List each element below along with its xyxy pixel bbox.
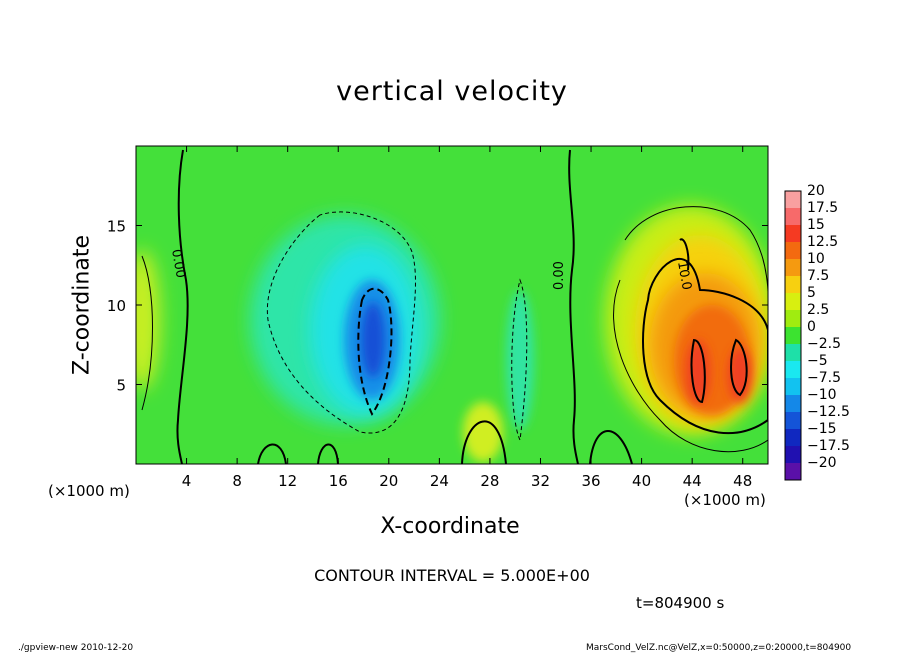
x-tick-label: 20	[379, 472, 398, 490]
x-tick-label: 36	[581, 472, 600, 490]
heatmap-field: 0.00 0.00 10.0	[136, 146, 768, 464]
updraft-peak-1	[686, 340, 710, 404]
colorbar-swatch	[785, 344, 801, 361]
colorbar-swatch	[785, 293, 801, 310]
x-axis-ticks: 4 8 12 16 20 24 28 32 36 40 44 48	[182, 146, 752, 490]
colorbar-label: −15	[807, 421, 837, 437]
contour-lines	[141, 149, 768, 464]
x-tick-label: 28	[480, 472, 499, 490]
x-tick-label: 8	[232, 472, 242, 490]
colorbar-swatch	[785, 208, 801, 225]
colorbar-frame	[784, 190, 802, 481]
y-tick-label: 5	[116, 377, 126, 395]
minus-five-contour	[266, 211, 416, 434]
colorbar-swatch	[785, 310, 801, 327]
minus-five-contour-narrow	[511, 278, 528, 442]
left-edge-contour	[141, 255, 153, 411]
zero-contour-left	[176, 149, 189, 464]
colorbar-label: −10	[807, 387, 837, 403]
colorbar-label: −12.5	[807, 404, 850, 420]
colorbar-label: −5	[807, 353, 828, 369]
colorbar-swatch	[785, 361, 801, 378]
x-axis-label: X-coordinate	[380, 514, 520, 539]
colorbar-label: 10	[807, 251, 825, 267]
colorbar-label: 7.5	[807, 268, 829, 284]
colorbar-label: 5	[807, 285, 816, 301]
ten-contour	[642, 257, 768, 435]
footer-source: MarsCond_VelZ.nc@VelZ,x=0:50000,z=0:2000…	[586, 643, 852, 653]
x-tick-label: 40	[632, 472, 651, 490]
contour-label-right: 0.00	[552, 261, 567, 290]
x-tick-label: 32	[531, 472, 550, 490]
contour-interval-note: CONTOUR INTERVAL = 5.000E+00	[314, 566, 590, 585]
colorbar-label: 0	[807, 319, 816, 335]
colorbar: 2017.51512.5107.552.50−2.5−5−7.5−10−12.5…	[784, 183, 850, 481]
colorbar-swatch	[785, 378, 801, 395]
x-tick-label: 44	[683, 472, 702, 490]
fifteen-contour-1	[690, 338, 706, 404]
narrow-downdraft	[506, 290, 534, 430]
ten-contour-tail	[679, 238, 690, 271]
colorbar-label: −20	[807, 455, 837, 471]
chart-title: vertical velocity	[336, 76, 568, 107]
y-axis-ticks: 5 10 15	[107, 218, 768, 395]
colorbar-swatch	[785, 327, 801, 344]
x-tick-label: 4	[182, 472, 192, 490]
colorbar-swatch	[785, 463, 801, 480]
contour-label-ten: 10.0	[674, 260, 694, 291]
time-stamp: t=804900 s	[636, 594, 725, 612]
colorbar-label: −2.5	[807, 336, 841, 352]
x-tick-label: 48	[733, 472, 752, 490]
colorbar-label: −17.5	[807, 438, 850, 454]
colorbar-label: 2.5	[807, 302, 829, 318]
colorbar-swatch	[785, 276, 801, 293]
colorbar-label: 20	[807, 183, 825, 199]
colorbar-label: 15	[807, 217, 825, 233]
downdraft-center	[361, 302, 385, 378]
colorbar-swatch	[785, 242, 801, 259]
x-tick-label: 24	[430, 472, 449, 490]
contour-label-left: 0.00	[168, 248, 188, 279]
colorbar-swatch	[785, 259, 801, 276]
y-tick-label: 15	[107, 218, 126, 236]
y-tick-label: 10	[107, 297, 126, 315]
colorbar-label: 12.5	[807, 234, 838, 250]
footer-command: ./gpview-new 2010-12-20	[18, 643, 134, 653]
x-tick-label: 12	[278, 472, 297, 490]
colorbar-swatch	[785, 225, 801, 242]
left-edge-updraft	[136, 250, 160, 390]
zero-contour-bump-4	[589, 430, 633, 464]
small-updraft	[463, 402, 503, 462]
zero-contour-bump-3	[461, 420, 507, 464]
colorbar-swatch	[785, 191, 801, 208]
fifteen-contour-2	[730, 338, 748, 397]
x-unit-label-right: (×1000 m)	[684, 491, 766, 509]
x-unit-label-left: (×1000 m)	[48, 482, 130, 500]
colorbar-label: −7.5	[807, 370, 841, 386]
zero-contour-right	[568, 149, 579, 464]
colorbar-swatch	[785, 412, 801, 429]
x-tick-label: 16	[329, 472, 348, 490]
colorbar-swatch	[785, 395, 801, 412]
zero-contour-bump-2	[317, 443, 339, 464]
zero-contour-bump-1	[257, 443, 287, 464]
colorbar-label: 17.5	[807, 200, 838, 216]
colorbar-swatch	[785, 446, 801, 463]
minus-ten-contour	[357, 287, 393, 416]
colorbar-swatch	[785, 429, 801, 446]
